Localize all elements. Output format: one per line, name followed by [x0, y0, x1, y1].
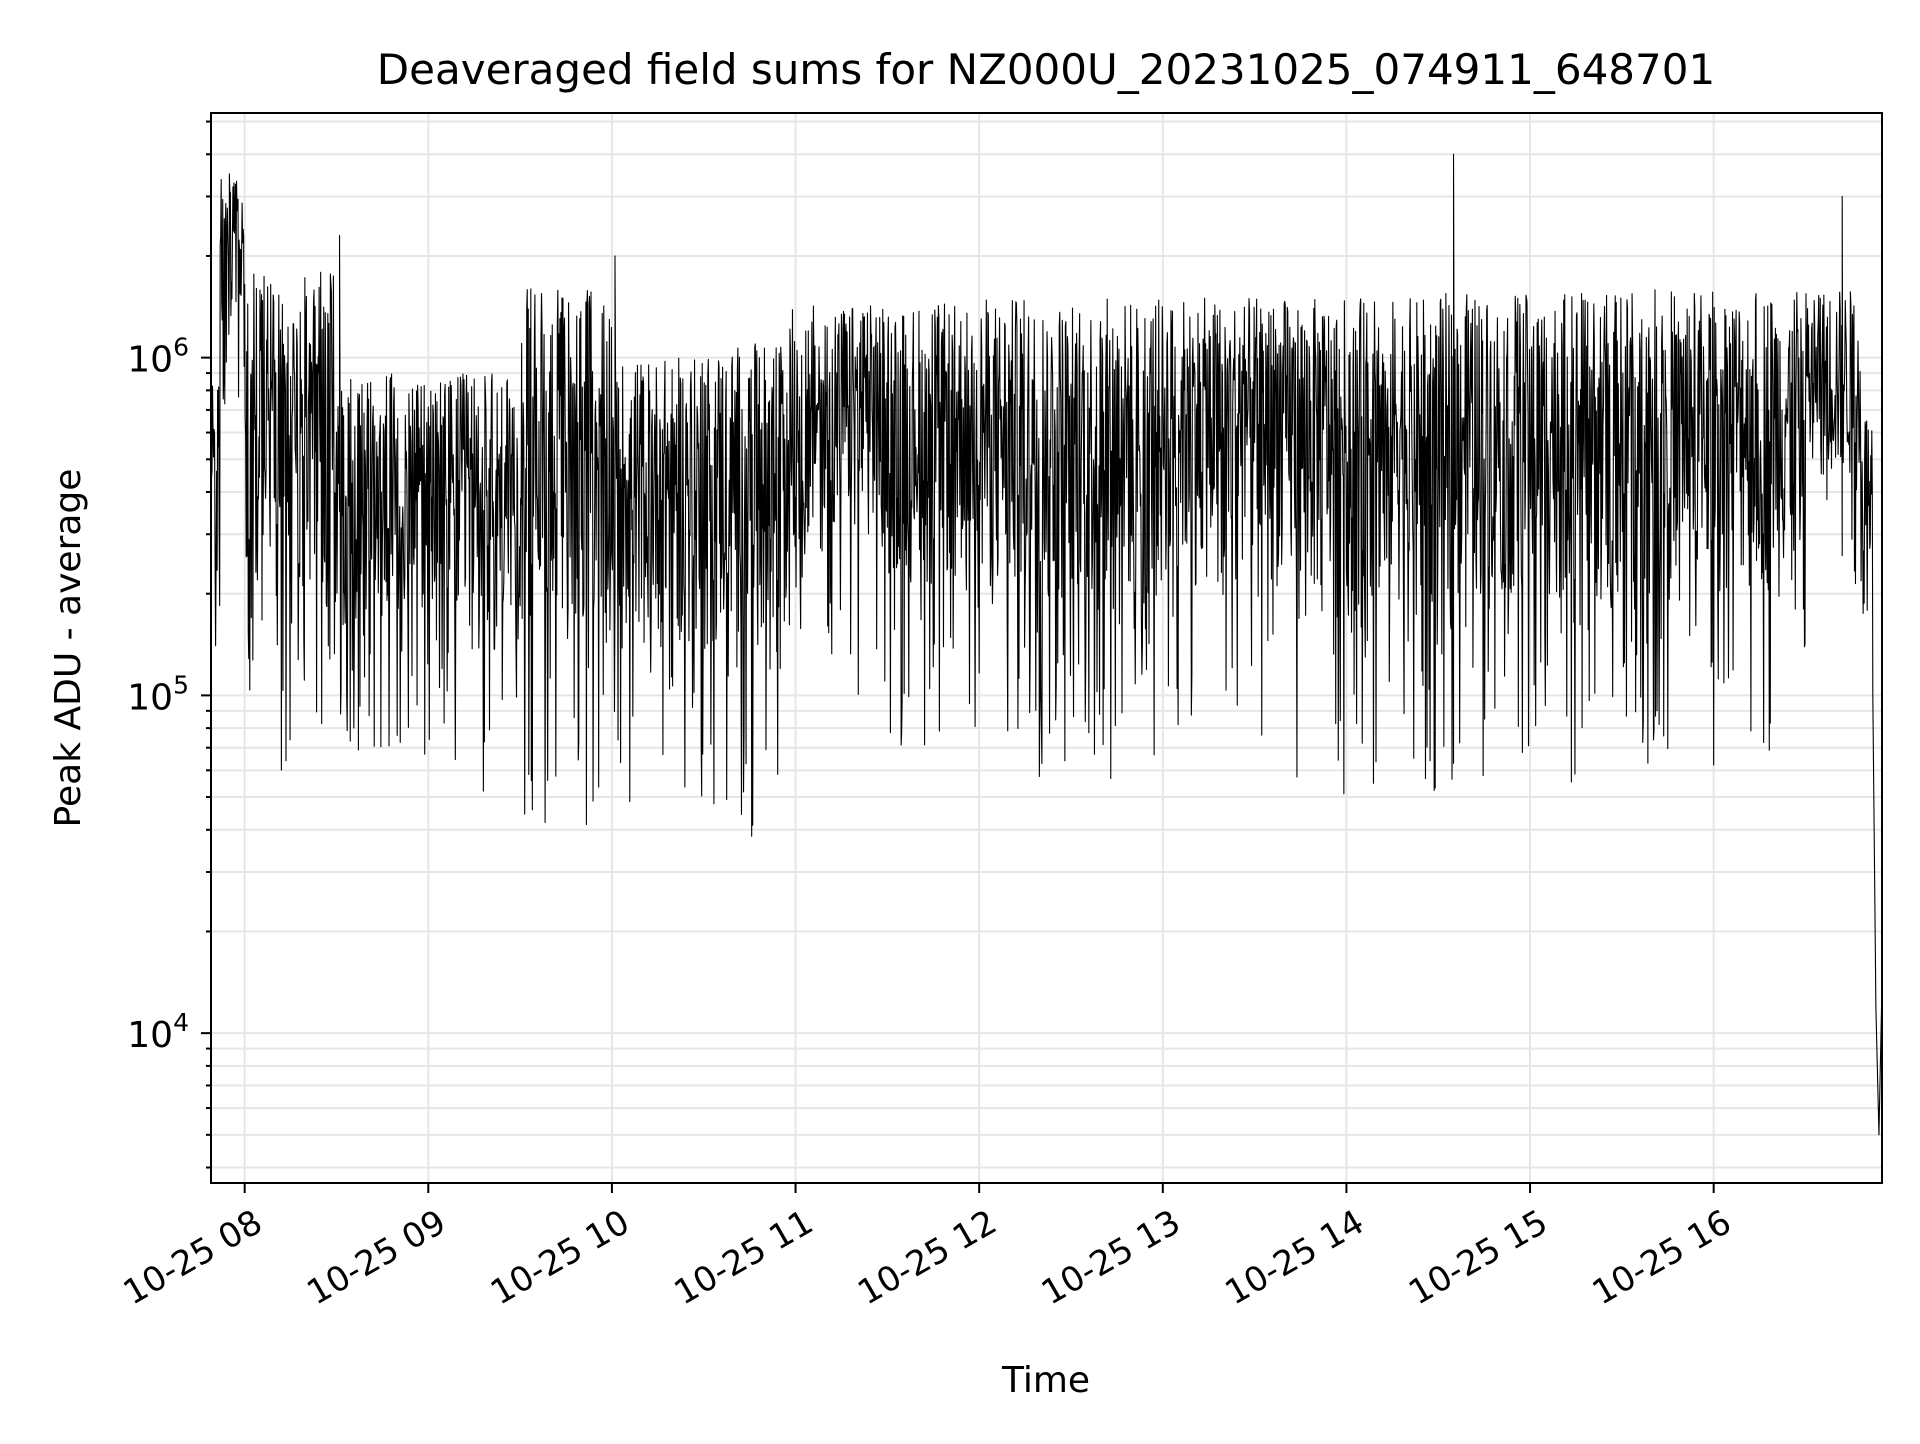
series-line: [210, 153, 1883, 1136]
x-axis-label: Time: [1001, 1360, 1090, 1401]
y-axis-label: Peak ADU - average: [48, 469, 89, 828]
y-axis: 104 105 106: [127, 120, 211, 1169]
plot-frame: [210, 112, 1883, 1184]
series-area: [210, 153, 1883, 1136]
y-tick-label: 105: [127, 670, 189, 718]
chart-title: Deaveraged field sums for NZ000U_2023102…: [377, 45, 1715, 94]
y-tick-label: 106: [127, 333, 189, 381]
y-tick-label: 104: [127, 1008, 189, 1056]
